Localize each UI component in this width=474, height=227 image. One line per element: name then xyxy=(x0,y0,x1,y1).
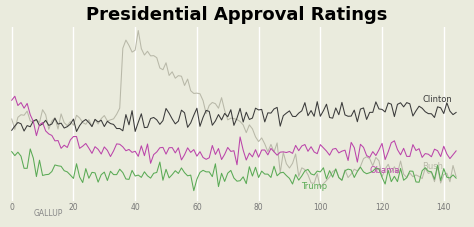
Text: Trump: Trump xyxy=(301,182,327,191)
Title: Presidential Approval Ratings: Presidential Approval Ratings xyxy=(86,5,388,24)
Text: Bush: Bush xyxy=(422,162,443,171)
Text: Clinton: Clinton xyxy=(422,95,452,104)
Text: GALLUP: GALLUP xyxy=(33,209,63,218)
Text: Obama: Obama xyxy=(370,166,401,175)
